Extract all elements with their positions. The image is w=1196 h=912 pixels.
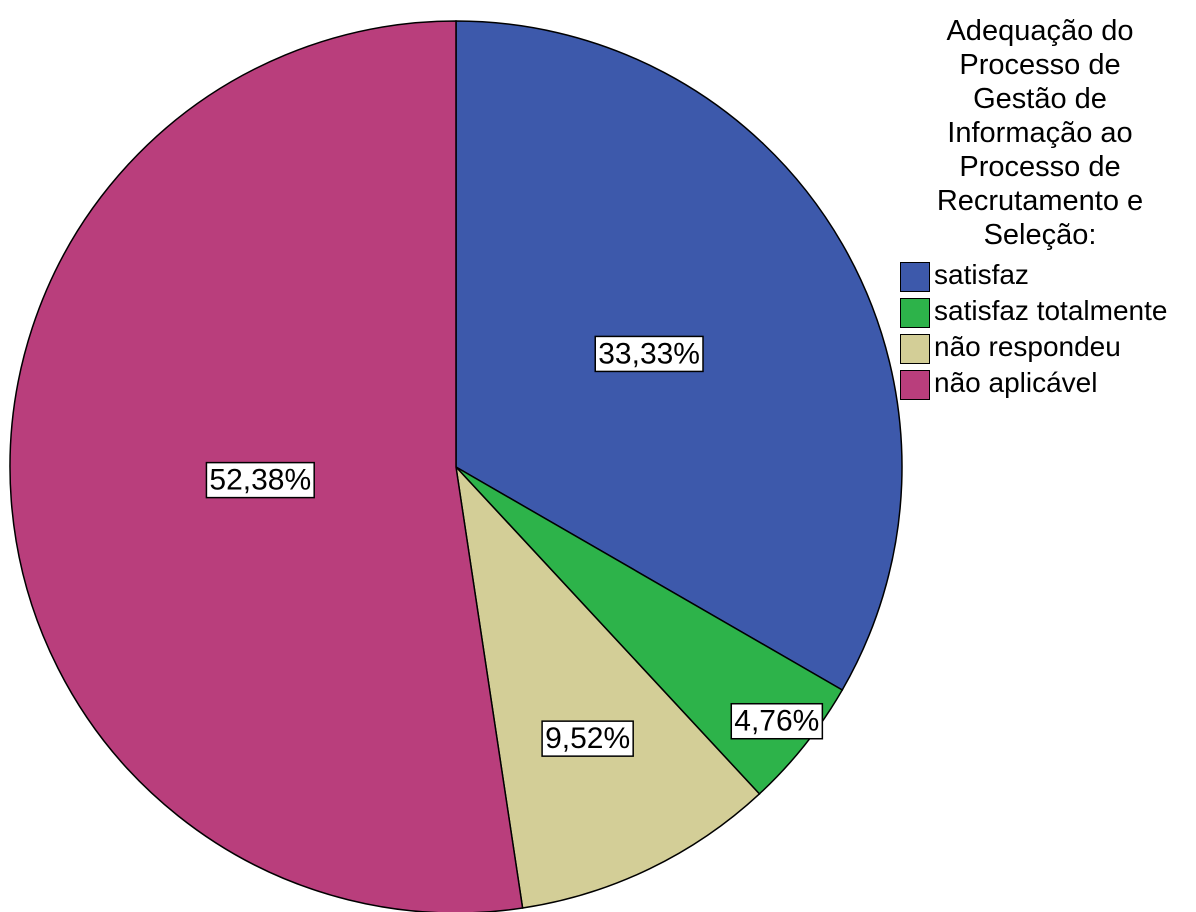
- legend-item: não aplicável: [900, 368, 1190, 400]
- legend-swatch: [900, 262, 930, 292]
- legend-title-line: Processo de: [959, 151, 1121, 183]
- legend-item: não respondeu: [900, 332, 1190, 364]
- data-label-text: 33,33%: [598, 337, 700, 370]
- legend-title-line: Seleção:: [983, 219, 1097, 251]
- legend-items: satisfaz satisfaz totalmente não respondeu…: [900, 260, 1190, 400]
- legend-swatch: [900, 370, 930, 400]
- legend-title-line: Gestão de: [973, 83, 1107, 115]
- data-label-text: 9,52%: [545, 722, 630, 755]
- legend-title-line: Processo de: [959, 49, 1121, 81]
- data-label-text: 52,38%: [209, 464, 311, 497]
- legend-label: não respondeu: [934, 331, 1121, 362]
- legend-title-line: Adequação do: [946, 15, 1134, 47]
- data-label: 4,76%: [730, 702, 824, 740]
- legend-label: satisfaz totalmente: [934, 295, 1168, 326]
- data-label-box: [205, 461, 315, 499]
- data-label-box: [594, 335, 704, 373]
- legend-swatch: [900, 298, 930, 328]
- legend-item: satisfaz totalmente: [900, 296, 1190, 328]
- data-label: 33,33%: [594, 335, 704, 373]
- data-label-box: [730, 702, 824, 740]
- legend-label: não aplicável: [934, 367, 1098, 398]
- data-label: 9,52%: [541, 720, 634, 757]
- legend-item: satisfaz: [900, 260, 1190, 292]
- legend-title-line: Recrutamento e: [936, 185, 1144, 217]
- legend-title-line: Informação ao: [947, 117, 1133, 149]
- data-label-text: 4,76%: [734, 705, 819, 738]
- legend: Adequação do Processo de Gestão de Informaç…: [900, 14, 1190, 400]
- data-label: 52,38%: [205, 461, 315, 499]
- legend-title: Adequação do Processo de Gestão de Informaç…: [900, 14, 1180, 252]
- data-label-box: [541, 720, 634, 757]
- pie-slice: [454, 464, 761, 909]
- legend-swatch: [900, 334, 930, 364]
- legend-label: satisfaz: [934, 259, 1029, 290]
